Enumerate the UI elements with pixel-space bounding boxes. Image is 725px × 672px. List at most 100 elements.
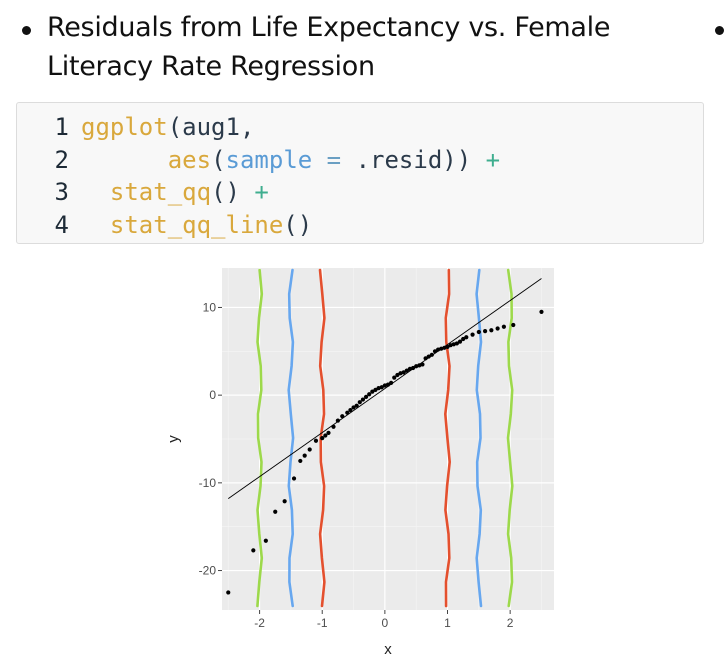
qq-point [370, 389, 375, 394]
y-tick-label: -20 [199, 564, 217, 578]
overlay-vertical-line [287, 268, 295, 608]
y-axis-label: y [165, 435, 182, 443]
code-token: + [239, 178, 269, 206]
code-token: () [211, 178, 240, 206]
qq-point [367, 392, 372, 397]
code-token [81, 178, 110, 206]
x-tick-label: -2 [254, 616, 265, 630]
overlay-vertical-line [506, 268, 514, 608]
data-points [226, 309, 544, 595]
qq-point [360, 397, 366, 402]
qq-point [410, 365, 416, 371]
qq-point [404, 368, 409, 373]
overlay-vertical-line [443, 268, 452, 608]
qq-point [354, 403, 359, 408]
code-token: .resid [355, 146, 443, 174]
y-tick-label: 10 [203, 300, 217, 314]
qq-point [373, 387, 378, 392]
line-number: 2 [54, 146, 69, 174]
overlay-vertical-line [256, 268, 264, 608]
code-token: ( [211, 146, 226, 174]
qq-reference-line [228, 278, 542, 499]
code-content: aes(sample = .resid)) + [81, 146, 500, 174]
qq-point [539, 309, 544, 314]
code-content: stat_qq_line() [81, 211, 312, 239]
qq-point [385, 382, 391, 387]
x-tick-label: 1 [444, 616, 451, 630]
x-axis-label: x [384, 641, 392, 658]
qq-point [226, 590, 231, 595]
qq-point [298, 458, 303, 464]
qq-point [282, 499, 287, 504]
qq-point [379, 385, 384, 390]
line-number: 4 [54, 211, 69, 239]
qq-point [348, 407, 353, 413]
x-tick-label: 2 [507, 616, 514, 630]
code-token: ( [167, 113, 183, 141]
code-line: 2 aes(sample = .resid)) + [17, 144, 501, 177]
qq-point [461, 336, 466, 342]
qq-point [357, 400, 362, 405]
code-content: stat_qq() + [81, 178, 269, 206]
code-block: 1 ggplot(aug1, 2 aes(sample = .resid)) + … [16, 102, 704, 244]
qq-point [331, 424, 336, 429]
code-content: ggplot(aug1, [81, 113, 254, 141]
code-token: sample [225, 146, 313, 174]
partial-bullet-dot [715, 26, 724, 35]
qq-point [476, 329, 481, 335]
qq-point [302, 453, 307, 458]
qq-point [401, 370, 406, 375]
qq-point [307, 447, 312, 452]
qq-point [326, 430, 331, 435]
bullet-text: Residuals from Life Expectancy vs. Femal… [47, 12, 611, 82]
x-tick-label: -1 [317, 616, 328, 630]
code-token [81, 146, 168, 174]
qq-point [392, 375, 397, 380]
qq-point [432, 349, 438, 354]
qq-point [395, 372, 400, 378]
code-line: 4 stat_qq_line() [17, 209, 313, 242]
qq-point [457, 339, 463, 344]
qq-point [323, 433, 328, 438]
qq-point [511, 322, 516, 328]
y-tick-label: -10 [199, 476, 217, 490]
code-token: () [283, 211, 313, 239]
line-number: 3 [54, 178, 69, 206]
code-token: )) [442, 146, 472, 174]
qq-point [426, 354, 431, 359]
overlay-lines [256, 268, 514, 608]
qq-point [501, 324, 506, 329]
qq-point [389, 380, 394, 385]
qq-point [263, 538, 268, 543]
code-token: ggplot [81, 113, 168, 141]
x-tick-label: 0 [382, 616, 389, 630]
qq-point [495, 326, 500, 331]
qq-point [345, 410, 350, 415]
code-token: = [312, 146, 356, 174]
code-line: 3 stat_qq() + [17, 176, 269, 209]
qq-point [429, 352, 434, 357]
qq-point [454, 341, 460, 346]
line-number: 1 [54, 113, 69, 141]
qq-point [363, 394, 369, 400]
qq-point [313, 438, 319, 443]
code-token: stat_qq_line [109, 211, 284, 239]
code-token: stat_qq [109, 178, 212, 206]
code-token [81, 211, 110, 239]
code-token: aes [167, 146, 212, 174]
qq-point [464, 335, 469, 340]
code-token: + [471, 146, 501, 174]
qq-point [351, 405, 356, 410]
qq-point [420, 362, 425, 367]
qq-point [489, 328, 494, 333]
qq-point [423, 356, 428, 361]
code-line: 1 ggplot(aug1, [17, 111, 255, 144]
qq-point [320, 436, 325, 441]
qq-point [445, 344, 450, 350]
qq-point [291, 476, 297, 481]
code-token: , [239, 113, 255, 141]
bullet-dot [22, 26, 31, 35]
code-token: aug1 [182, 113, 240, 141]
